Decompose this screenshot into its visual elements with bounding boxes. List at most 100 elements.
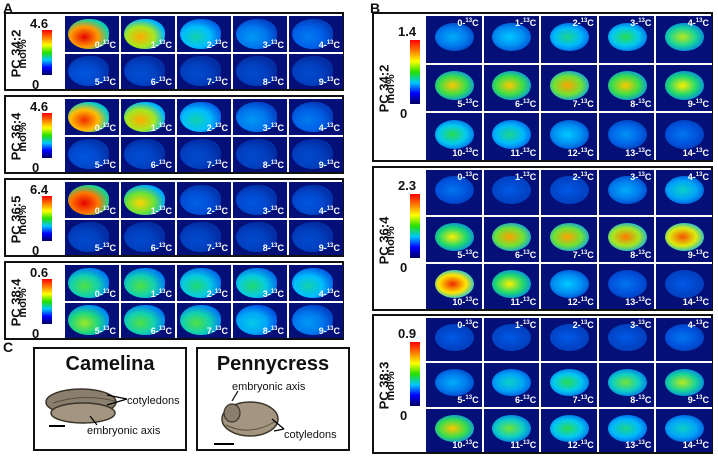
seed-signal	[124, 56, 166, 87]
image-tile: 8-13C	[598, 64, 655, 112]
panel-a-row-1-colorbar	[42, 30, 52, 75]
panel-b-row-3-scale-min: 0	[400, 408, 408, 423]
pennycress-title: Pennycress	[216, 353, 330, 375]
image-tile: 1-13C	[121, 265, 175, 301]
seed-signal	[292, 56, 334, 87]
tile-label: 8-13C	[630, 394, 652, 405]
image-tile: 0-13C	[426, 170, 482, 215]
seed-signal	[236, 305, 278, 336]
seed-signal	[550, 71, 589, 101]
image-tile: 5-13C	[65, 219, 119, 255]
seed-signal	[434, 369, 474, 397]
panel-b-row-3-box: PC 38:3 mol% 0.9 0 0-13C 1-13C 2-13C 3-13C 4-13C…	[372, 314, 713, 454]
tile-label: 12-13C	[567, 148, 594, 158]
pennycress-cotyledons-arrow	[271, 418, 285, 432]
tile-label: 7-13C	[572, 250, 594, 260]
image-tile: 10-13C	[426, 264, 482, 309]
panel-a-row-2-tile-grid: 0-13C 1-13C 2-13C 3-13C 4-13C 5-13C 6-13C 7-13C…	[65, 99, 343, 172]
tile-label: 8-13C	[262, 160, 284, 170]
seed-signal	[68, 184, 110, 215]
image-tile: 2-13C	[541, 16, 597, 63]
seed-signal	[236, 18, 278, 49]
panel-a-row-2-colorbar	[42, 113, 52, 158]
image-tile: 9-13C	[656, 64, 712, 112]
tile-label: 8-13C	[262, 77, 284, 87]
panel-a-row-2-units-label: mol%	[17, 121, 29, 152]
panel-a-row-1-scale-min: 0	[32, 77, 40, 92]
image-tile: 5-13C	[426, 217, 482, 262]
panel-b-row-3-units-label: mol%	[385, 371, 397, 401]
seed-signal	[665, 270, 705, 299]
pennycress-axis-arrow	[231, 390, 239, 402]
tile-label: 11-13C	[510, 439, 537, 450]
panel-a-row-4-box: PC 38:4 mol% 0.6 0 0-13C 1-13C 2-13C 3-13C 4-13C…	[4, 261, 344, 341]
image-tile: 3-13C	[233, 99, 287, 135]
image-tile: 0-13C	[426, 318, 482, 362]
panel-b-row-2-box: PC 36:4 mol% 2.3 0 0-13C 1-13C 2-13C 3-13C 4-13C…	[372, 166, 713, 311]
seed-signal	[434, 324, 474, 351]
tile-label: 6-13C	[150, 160, 172, 170]
tile-label: 5-13C	[457, 394, 479, 405]
panel-b-row-2-tile-grid: 0-13C 1-13C 2-13C 3-13C 4-13C 5-13C 6-13C 7-13C…	[426, 170, 712, 309]
tile-label: 0-13C	[457, 172, 479, 182]
image-tile: 9-13C	[289, 219, 343, 255]
panel-b-row-2-scale-max: 2.3	[398, 178, 417, 193]
seed-signal	[607, 71, 647, 101]
image-tile: 8-13C	[598, 363, 655, 407]
image-tile: 7-13C	[177, 53, 231, 89]
tile-label: 5-13C	[457, 250, 479, 260]
image-tile: 9-13C	[289, 302, 343, 338]
tile-label: 1-13C	[514, 18, 537, 28]
tile-label: 9-13C	[318, 326, 340, 336]
seed-signal	[434, 22, 474, 52]
tile-label: 2-13C	[206, 122, 228, 133]
tile-label: 13-13C	[625, 297, 652, 307]
seed-signal	[236, 56, 278, 87]
image-tile: 1-13C	[121, 16, 175, 52]
image-tile: 8-13C	[233, 53, 287, 89]
image-tile: 8-13C	[233, 302, 287, 338]
image-tile: 14-13C	[656, 264, 712, 309]
panel-b-row-1-tile-grid: 0-13C 1-13C 2-13C 3-13C 4-13C 5-13C 6-13C 7-13C…	[426, 16, 712, 160]
tile-label: 6-13C	[514, 250, 537, 260]
tile-label: 6-13C	[150, 326, 172, 336]
panel-b-row-2-scale-min: 0	[400, 260, 408, 275]
image-tile: 6-13C	[121, 136, 175, 172]
panel-a-row-2-scale-min: 0	[32, 160, 40, 175]
tile-label: 1-13C	[150, 205, 172, 216]
pennycress-embryonic-axis-label: embryonic axis	[232, 381, 306, 393]
tile-label: 5-13C	[94, 326, 116, 336]
panel-b-row-3-scale-max: 0.9	[398, 326, 417, 341]
image-tile: 5-13C	[65, 302, 119, 338]
tile-label: 6-13C	[150, 243, 172, 253]
tile-label: 2-13C	[206, 288, 228, 299]
tile-label: 14-13C	[682, 297, 709, 307]
panel-label-a: A	[3, 0, 14, 16]
seed-signal	[665, 324, 705, 351]
seed-signal	[665, 119, 705, 149]
seed-signal	[665, 176, 705, 205]
image-tile: 13-13C	[598, 408, 655, 452]
image-tile: 9-13C	[656, 363, 712, 407]
tile-label: 2-13C	[572, 18, 594, 28]
seed-signal	[434, 176, 474, 205]
tile-label: 2-13C	[572, 172, 594, 182]
tile-label: 1-13C	[514, 172, 537, 182]
image-tile: 7-13C	[177, 302, 231, 338]
image-tile: 2-13C	[177, 16, 231, 52]
image-tile: 1-13C	[121, 182, 175, 218]
tile-label: 4-13C	[318, 205, 340, 216]
image-tile: 3-13C	[233, 16, 287, 52]
image-tile: 4-13C	[289, 265, 343, 301]
image-tile: 3-13C	[598, 16, 655, 63]
seed-signal	[292, 305, 334, 336]
panel-a-row-4-scale-max: 0.6	[30, 265, 49, 280]
seed-signal	[607, 270, 647, 299]
tile-label: 3-13C	[630, 320, 652, 330]
panel-a-row-3-scale-max: 6.4	[30, 182, 49, 197]
panel-a-row-3-box: PC 36:5 mol% 6.4 0 0-13C 1-13C 2-13C 3-13C 4-13C…	[4, 178, 344, 258]
image-tile: 2-13C	[177, 182, 231, 218]
seed-signal	[68, 139, 110, 170]
image-tile: 2-13C	[177, 99, 231, 135]
seed-signal	[180, 101, 222, 132]
